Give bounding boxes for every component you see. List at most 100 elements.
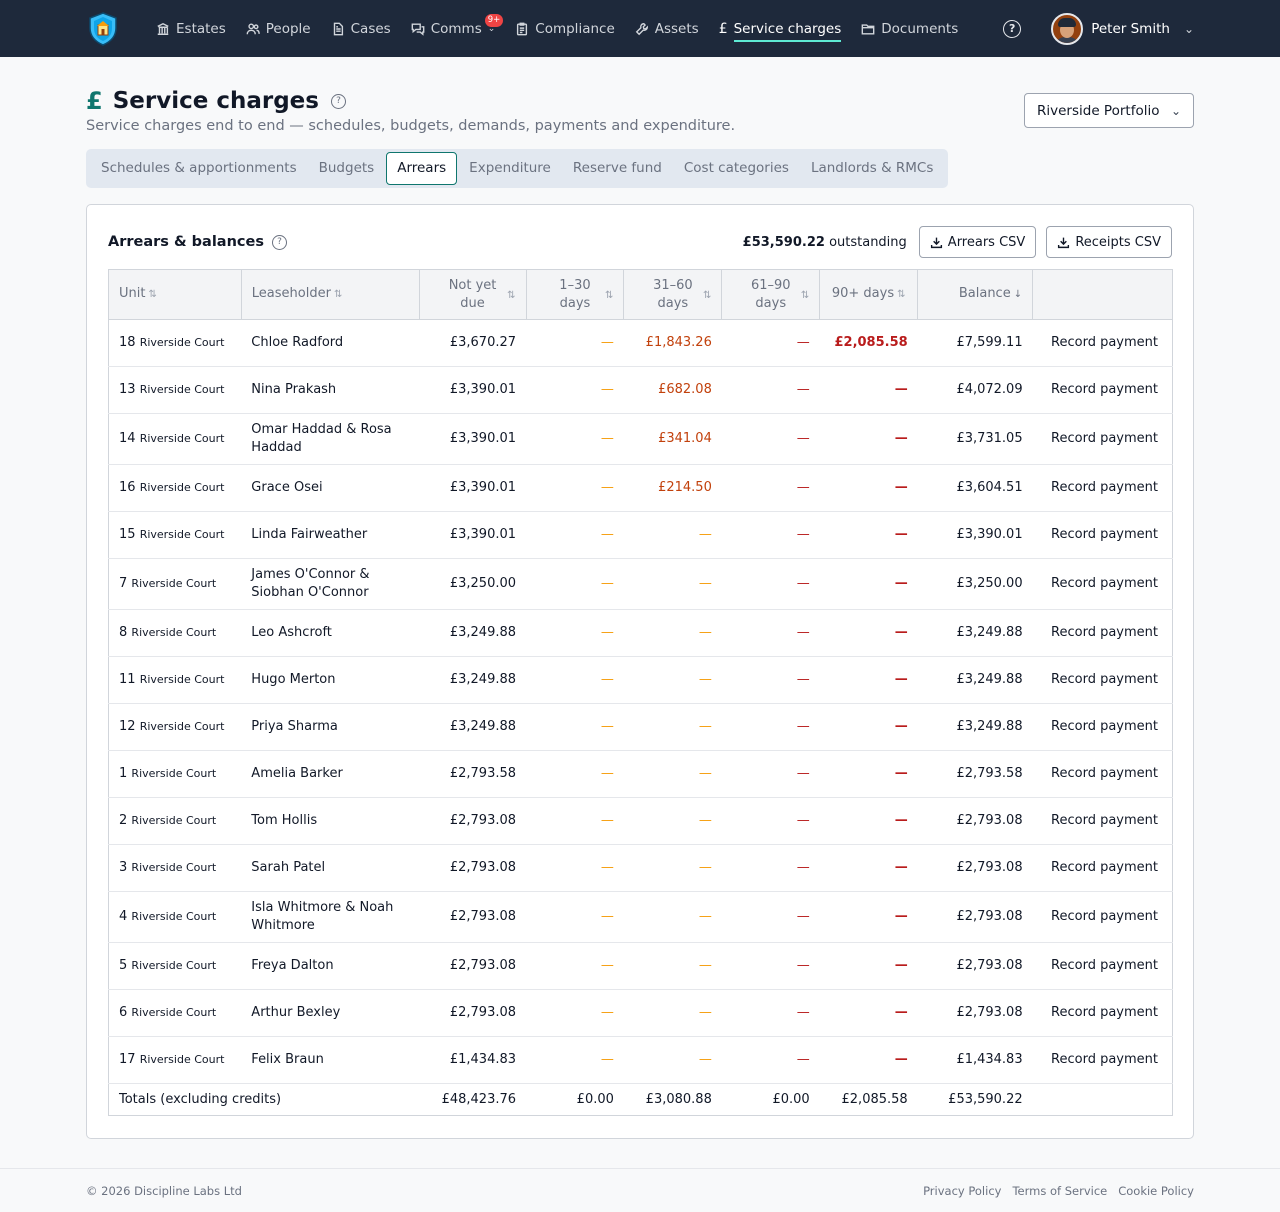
col-balance[interactable]: Balance ↓ bbox=[917, 269, 1034, 320]
days-31-60-cell: — bbox=[623, 989, 722, 1037]
record-payment-link[interactable]: Record payment bbox=[1032, 750, 1173, 798]
nav-label: Compliance bbox=[535, 20, 615, 37]
totals-empty bbox=[1032, 1083, 1173, 1116]
user-menu[interactable]: Peter Smith ⌄ bbox=[1051, 12, 1194, 45]
record-payment-link[interactable]: Record payment bbox=[1032, 656, 1173, 704]
col-unit[interactable]: Unit ⇅ bbox=[108, 269, 242, 320]
nav-cases[interactable]: Cases bbox=[321, 0, 401, 57]
days-90-plus-cell: — bbox=[819, 413, 918, 465]
unit-court: Riverside Court bbox=[131, 910, 217, 923]
table-row: 8 Riverside Court Leo Ashcroft £3,249.88— —… bbox=[108, 609, 1173, 657]
unit-number: 2 bbox=[119, 813, 128, 828]
header-label: 61–90 bbox=[750, 277, 791, 293]
days-31-60-cell: — bbox=[623, 891, 722, 943]
unit-cell: 11 Riverside Court bbox=[108, 656, 242, 704]
tab-budgets[interactable]: Budgets bbox=[318, 160, 375, 176]
not-yet-due-cell: £3,390.01 bbox=[419, 413, 527, 465]
tab-reserve-fund[interactable]: Reserve fund bbox=[572, 160, 662, 176]
header-label: 90+ days bbox=[831, 286, 895, 301]
record-payment-link[interactable]: Record payment bbox=[1032, 558, 1173, 610]
nav-label: Service charges bbox=[733, 21, 842, 42]
unit-court: Riverside Court bbox=[139, 481, 225, 494]
record-payment-link[interactable]: Record payment bbox=[1032, 844, 1173, 892]
days-31-60-cell: £1,843.26 bbox=[623, 319, 722, 367]
days-61-90-cell: — bbox=[721, 413, 820, 465]
col-leaseholder[interactable]: Leaseholder ⇅ bbox=[241, 269, 420, 320]
tab-schedules[interactable]: Schedules & apportionments bbox=[101, 160, 297, 176]
not-yet-due-cell: £2,793.08 bbox=[419, 797, 527, 845]
nav-people[interactable]: People bbox=[236, 0, 321, 57]
nav-estates[interactable]: Estates bbox=[146, 0, 236, 57]
help-icon[interactable]: ? bbox=[271, 234, 287, 250]
leaseholder-cell: Priya Sharma bbox=[241, 703, 420, 751]
nav-documents[interactable]: Documents bbox=[851, 0, 968, 57]
days-31-60-cell: — bbox=[623, 558, 722, 610]
days-61-90-cell: — bbox=[721, 844, 820, 892]
arrears-card: Arrears & balances ? £53,590.22 outstand… bbox=[86, 204, 1194, 1139]
record-payment-link[interactable]: Record payment bbox=[1032, 891, 1173, 943]
record-payment-link[interactable]: Record payment bbox=[1032, 942, 1173, 990]
help-icon[interactable]: ? bbox=[1003, 19, 1022, 38]
not-yet-due-cell: £3,249.88 bbox=[419, 609, 527, 657]
table-row: 13 Riverside Court Nina Prakash £3,390.01—… bbox=[108, 366, 1173, 414]
record-payment-link[interactable]: Record payment bbox=[1032, 464, 1173, 512]
unit-cell: 17 Riverside Court bbox=[108, 1036, 242, 1084]
record-payment-link[interactable]: Record payment bbox=[1032, 989, 1173, 1037]
record-payment-link[interactable]: Record payment bbox=[1032, 1036, 1173, 1084]
unit-number: 1 bbox=[119, 766, 128, 781]
terms-link[interactable]: Terms of Service bbox=[1012, 1183, 1108, 1198]
nav-label: Documents bbox=[881, 20, 959, 37]
record-payment-link[interactable]: Record payment bbox=[1032, 366, 1173, 414]
not-yet-due-cell: £3,250.00 bbox=[419, 558, 527, 610]
header-label: Leaseholder bbox=[251, 286, 331, 301]
record-payment-link[interactable]: Record payment bbox=[1032, 703, 1173, 751]
nav-label: Cases bbox=[350, 20, 391, 37]
nav-assets[interactable]: Assets bbox=[625, 0, 709, 57]
header-label: Unit bbox=[119, 286, 146, 301]
arrears-csv-button[interactable]: Arrears CSV bbox=[918, 226, 1037, 258]
col-1-30-days[interactable]: 1–30 days ⇅ bbox=[526, 269, 625, 320]
unit-court: Riverside Court bbox=[139, 336, 225, 349]
tab-cost-categories[interactable]: Cost categories bbox=[683, 160, 789, 176]
tab-arrears[interactable]: Arrears bbox=[386, 152, 458, 185]
people-icon bbox=[246, 22, 260, 34]
days-90-plus-cell: — bbox=[819, 1036, 918, 1084]
unit-cell: 3 Riverside Court bbox=[108, 844, 242, 892]
unit-cell: 5 Riverside Court bbox=[108, 942, 242, 990]
logo-icon[interactable] bbox=[86, 11, 120, 46]
balance-cell: £2,793.08 bbox=[917, 891, 1033, 943]
col-31-60-days[interactable]: 31–60 days ⇅ bbox=[623, 269, 723, 320]
days-61-90-cell: — bbox=[721, 942, 820, 990]
days-31-60-cell: — bbox=[623, 609, 722, 657]
portfolio-select[interactable]: Riverside Portfolio ⌄ bbox=[1024, 93, 1194, 128]
col-61-90-days[interactable]: 61–90 days ⇅ bbox=[721, 269, 821, 320]
header-label: days bbox=[657, 295, 689, 311]
totals-row: Totals (excluding credits) £48,423.76 £0… bbox=[108, 1083, 1173, 1116]
record-payment-link[interactable]: Record payment bbox=[1032, 319, 1173, 367]
nav-compliance[interactable]: Compliance bbox=[505, 0, 624, 57]
privacy-link[interactable]: Privacy Policy bbox=[923, 1183, 1002, 1198]
col-90-plus-days[interactable]: 90+ days ⇅ bbox=[819, 269, 919, 320]
outstanding-amount: £53,590.22 bbox=[742, 234, 825, 250]
cookie-link[interactable]: Cookie Policy bbox=[1118, 1183, 1194, 1198]
tab-landlords[interactable]: Landlords & RMCs bbox=[810, 160, 934, 176]
not-yet-due-cell: £3,390.01 bbox=[419, 464, 527, 512]
record-payment-link[interactable]: Record payment bbox=[1032, 511, 1173, 559]
leaseholder-cell: Freya Dalton bbox=[241, 942, 420, 990]
leaseholder-cell: Grace Osei bbox=[241, 464, 420, 512]
record-payment-link[interactable]: Record payment bbox=[1032, 413, 1173, 465]
tab-expenditure[interactable]: Expenditure bbox=[469, 160, 551, 176]
col-not-yet-due[interactable]: Not yet due ⇅ bbox=[419, 269, 527, 320]
nav-service-charges[interactable]: £ Service charges bbox=[709, 0, 852, 57]
days-1-30-cell: — bbox=[526, 989, 624, 1037]
unit-number: 14 bbox=[119, 431, 136, 446]
record-payment-link[interactable]: Record payment bbox=[1032, 797, 1173, 845]
receipts-csv-button[interactable]: Receipts CSV bbox=[1046, 226, 1172, 258]
sort-icon: ⇅ bbox=[333, 289, 343, 300]
days-61-90-cell: — bbox=[721, 1036, 820, 1084]
help-icon[interactable]: ? bbox=[330, 93, 346, 109]
record-payment-link[interactable]: Record payment bbox=[1032, 609, 1173, 657]
not-yet-due-cell: £2,793.08 bbox=[419, 942, 527, 990]
building-icon bbox=[157, 22, 169, 35]
nav-comms[interactable]: Comms ⌄ 9+ bbox=[401, 0, 506, 57]
